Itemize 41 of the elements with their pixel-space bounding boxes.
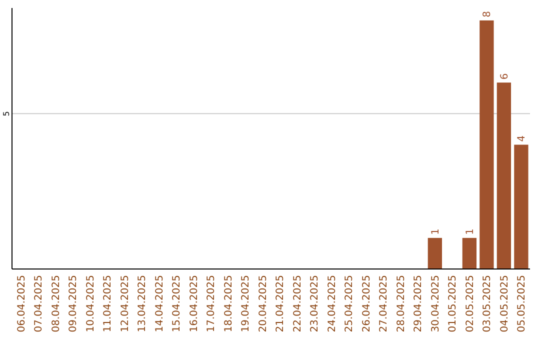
x-tick-label: 23.04.2025 [310, 275, 321, 332]
x-tick-label: 17.04.2025 [206, 275, 218, 332]
data-label: 6 [499, 73, 510, 80]
x-tick-label: 11.04.2025 [102, 275, 114, 332]
x-tick-label: 28.04.2025 [396, 275, 407, 332]
data-label: 1 [430, 228, 442, 235]
bar [462, 238, 477, 269]
x-tick-label: 24.04.2025 [326, 275, 338, 332]
x-tick-label: 03.05.2025 [482, 275, 494, 332]
x-tick-label: 27.04.2025 [378, 275, 390, 332]
x-tick-label: 15.04.2025 [172, 275, 183, 332]
ref-line-label: 5 [2, 111, 11, 116]
x-tick-label: 10.04.2025 [85, 275, 96, 332]
data-label: 1 [464, 228, 476, 235]
x-tick-label: 29.04.2025 [413, 275, 424, 332]
x-tick-label: 19.04.2025 [240, 275, 252, 332]
x-tick-label: 18.04.2025 [223, 275, 234, 332]
x-tick-label: 02.05.2025 [464, 275, 476, 332]
x-tick-label: 26.04.2025 [361, 275, 372, 332]
x-tick-label: 07.04.2025 [34, 275, 45, 332]
x-tick-label: 06.04.2025 [16, 275, 28, 332]
x-tick-label: 04.05.2025 [499, 275, 510, 332]
x-tick-label: 01.05.2025 [448, 275, 459, 332]
x-tick-label: 16.04.2025 [188, 275, 200, 332]
x-tick-label: 12.04.2025 [120, 275, 131, 332]
x-tick-label: 30.04.2025 [430, 275, 442, 332]
x-tick-label: 13.04.2025 [137, 275, 148, 332]
x-tick-label: 25.04.2025 [344, 275, 356, 332]
x-tick-label: 14.04.2025 [154, 275, 166, 332]
bar [496, 82, 512, 269]
data-label: 4 [516, 135, 528, 142]
x-tick-label: 05.05.2025 [516, 275, 528, 332]
x-tick-label: 09.04.2025 [68, 275, 80, 332]
x-tick-label: 21.04.2025 [275, 275, 286, 332]
bar [428, 238, 442, 269]
data-label: 8 [482, 11, 494, 18]
x-tick-label: 22.04.2025 [292, 275, 304, 332]
bar [514, 144, 528, 269]
bar [480, 20, 494, 269]
x-tick-label: 20.04.2025 [258, 275, 269, 332]
x-tick-label: 08.04.2025 [50, 275, 62, 332]
